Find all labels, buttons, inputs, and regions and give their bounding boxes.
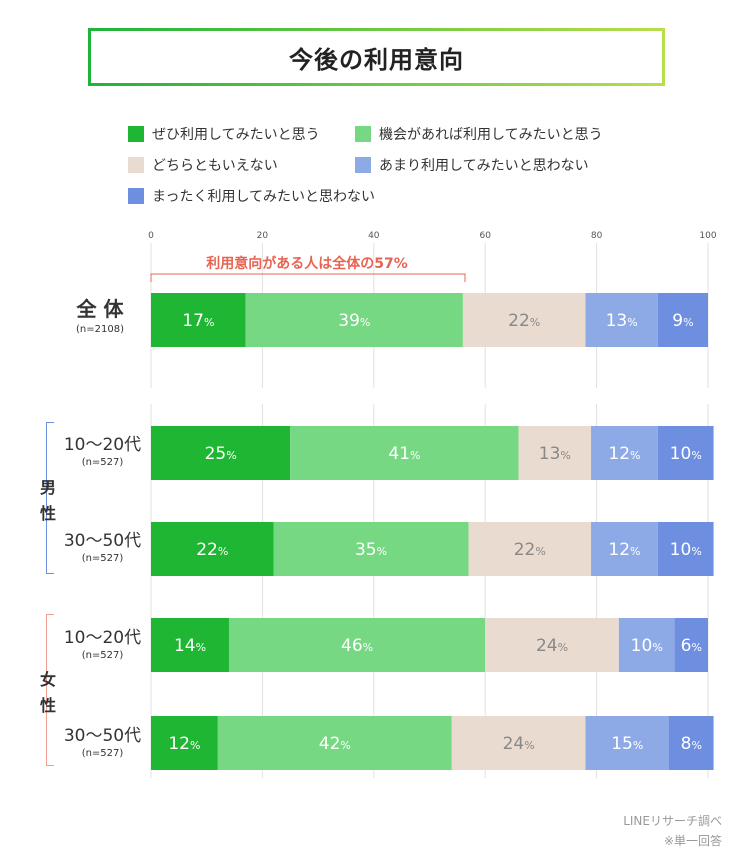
bar-value-label: 6% <box>681 636 702 656</box>
bar-value-label: 10% <box>631 636 663 656</box>
bar-value-label: 10% <box>670 444 702 464</box>
row-label-male-30-50: 30〜50代 (n=527) <box>55 526 150 564</box>
bar-segment <box>245 293 463 347</box>
legend-label: あまり利用してみたいと思わない <box>379 158 589 174</box>
bar-segment <box>151 522 274 576</box>
annotation-text: 利用意向がある人は全体の57% <box>206 255 408 272</box>
bar-value-label: 22% <box>508 311 540 331</box>
legend-swatch <box>128 188 144 204</box>
bar-segment <box>451 716 586 770</box>
bar-value-label: 25% <box>205 444 237 464</box>
bar-segment <box>618 618 675 672</box>
bar-segment <box>485 618 619 672</box>
legend-swatch <box>128 126 144 142</box>
row-label-female-10-20: 10〜20代 (n=527) <box>55 623 150 661</box>
bar-value-label: 22% <box>196 540 228 560</box>
bar-segment <box>462 293 586 347</box>
annotation-bracket <box>150 273 466 282</box>
male-bracket <box>46 422 54 574</box>
bar-value-label: 14% <box>174 636 206 656</box>
bar-value-label: 17% <box>182 311 214 331</box>
bar-segment <box>591 426 658 480</box>
bar-value-label: 15% <box>611 734 643 754</box>
row-label-main: 30〜50代 <box>63 531 142 551</box>
bar-segment <box>468 522 592 576</box>
bar-segment <box>657 293 708 347</box>
bar-value-label: 46% <box>341 636 373 656</box>
bar-segment <box>151 618 229 672</box>
row-label-male-10-20: 10〜20代 (n=527) <box>55 430 150 468</box>
row-label-main: 10〜20代 <box>63 435 142 455</box>
bar-segment <box>518 426 592 480</box>
legend-item: 機会があれば利用してみたいと思う <box>355 124 603 144</box>
row-label-total: 全 体 (n=2108) <box>50 293 150 335</box>
bar-segment <box>657 426 714 480</box>
bar-value-label: 42% <box>319 734 351 754</box>
bar-segment <box>217 716 452 770</box>
legend-item: あまり利用してみたいと思わない <box>355 155 589 175</box>
row-label-n: (n=2108) <box>76 324 124 335</box>
bar-value-label: 24% <box>536 636 568 656</box>
bar-segment <box>585 293 658 347</box>
bar-value-label: 10% <box>670 540 702 560</box>
row-label-main: 30〜50代 <box>63 726 142 746</box>
bar-value-label: 13% <box>539 444 571 464</box>
x-tick-label: 60 <box>479 231 491 241</box>
bar-segment <box>151 293 246 347</box>
bar-segment <box>591 522 658 576</box>
bar-segment <box>669 716 714 770</box>
row-label-n: (n=527) <box>81 748 124 759</box>
x-tick-label: 0 <box>148 231 154 241</box>
x-tick-label: 100 <box>699 231 716 241</box>
legend-label: 機会があれば利用してみたいと思う <box>379 127 603 143</box>
bar-segment <box>674 618 708 672</box>
bar-value-label: 39% <box>338 311 370 331</box>
bar-value-label: 8% <box>681 734 702 754</box>
legend-label: どちらともいえない <box>152 158 278 174</box>
bar-segment <box>273 522 469 576</box>
bar-value-label: 35% <box>355 540 387 560</box>
chart-title-box: 今後の利用意向 <box>88 28 665 86</box>
legend-item: ぜひ利用してみたいと思う <box>128 124 320 144</box>
row-label-n: (n=527) <box>81 553 124 564</box>
legend-label: まったく利用してみたいと思わない <box>152 189 376 205</box>
legend-item: まったく利用してみたいと思わない <box>128 186 375 206</box>
legend-swatch <box>128 157 144 173</box>
x-tick-label: 40 <box>368 231 380 241</box>
bar-segment <box>151 716 218 770</box>
row-label-main: 10〜20代 <box>63 628 142 648</box>
x-tick-label: 80 <box>591 231 603 241</box>
bar-value-label: 24% <box>503 734 535 754</box>
bar-value-label: 12% <box>608 540 640 560</box>
legend-swatch <box>355 157 371 173</box>
bar-value-label: 12% <box>168 734 200 754</box>
bar-value-label: 22% <box>514 540 546 560</box>
source-text: LINEリサーチ調べ <box>623 814 722 828</box>
bar-segment <box>585 716 670 770</box>
legend-item: どちらともいえない <box>128 155 278 175</box>
row-label-main: 全 体 <box>76 297 124 321</box>
bar-value-label: 9% <box>672 311 693 331</box>
legend-label: ぜひ利用してみたいと思う <box>152 127 320 143</box>
bar-value-label: 12% <box>608 444 640 464</box>
row-label-n: (n=527) <box>81 650 124 661</box>
male-label: 男性 <box>39 478 56 523</box>
legend-swatch <box>355 126 371 142</box>
bar-segment <box>228 618 486 672</box>
bar-value-label: 13% <box>606 311 638 331</box>
row-label-n: (n=527) <box>81 457 124 468</box>
bar-value-label: 41% <box>388 444 420 464</box>
bar-segment <box>151 426 291 480</box>
female-label: 女性 <box>39 670 56 715</box>
chart-title: 今後の利用意向 <box>289 45 464 74</box>
row-label-female-30-50: 30〜50代 (n=527) <box>55 721 150 759</box>
bar-segment <box>657 522 714 576</box>
bar-segment <box>290 426 519 480</box>
female-bracket <box>46 614 54 766</box>
x-tick-label: 20 <box>257 231 269 241</box>
note-text: ※単一回答 <box>663 834 722 848</box>
